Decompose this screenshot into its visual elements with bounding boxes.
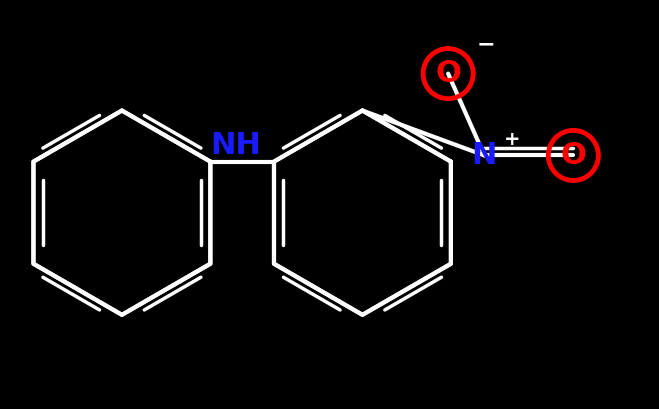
Text: +: +	[503, 130, 521, 148]
Text: O: O	[435, 59, 461, 88]
Text: O: O	[560, 141, 587, 170]
Text: N: N	[472, 141, 497, 170]
Text: −: −	[477, 34, 496, 54]
Text: NH: NH	[210, 131, 261, 160]
